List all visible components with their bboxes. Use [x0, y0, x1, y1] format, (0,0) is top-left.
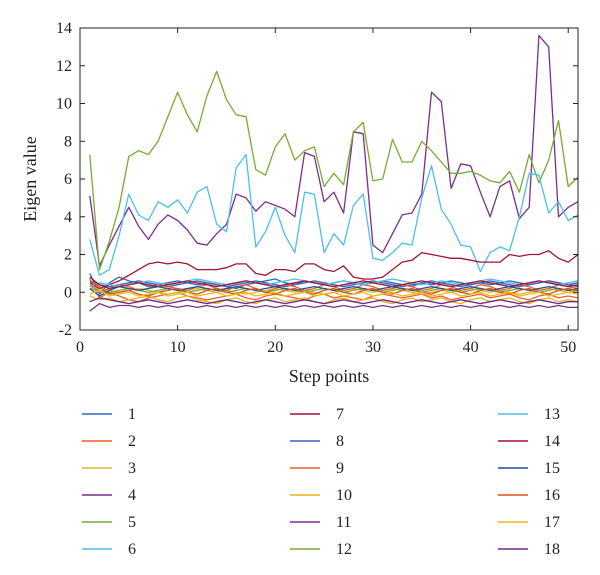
legend-label-12: 12 [336, 541, 352, 558]
series-line-5 [89, 70, 578, 271]
x-tick-label: 20 [267, 339, 283, 356]
series-line-11 [89, 302, 578, 312]
legend-label-1: 1 [128, 406, 136, 423]
y-tick-label: -2 [59, 322, 72, 339]
x-axis-label: Step points [289, 366, 370, 386]
series-line-7 [89, 250, 578, 290]
y-tick-label: 14 [56, 20, 72, 37]
legend-label-8: 8 [336, 433, 344, 450]
y-tick-label: 12 [56, 58, 72, 75]
legend-label-4: 4 [128, 487, 136, 504]
series-line-4 [89, 34, 578, 267]
series-line-8 [89, 280, 578, 288]
legend-label-13: 13 [544, 406, 560, 423]
x-tick-label: 10 [170, 339, 186, 356]
y-axis-label: Eigen value [20, 136, 40, 221]
legend-label-17: 17 [544, 514, 560, 531]
legend-label-5: 5 [128, 514, 136, 531]
series-line-14 [89, 276, 578, 290]
legend-label-14: 14 [544, 433, 560, 450]
series-line-16 [89, 280, 578, 297]
series-line-17 [89, 289, 578, 297]
legend-label-3: 3 [128, 460, 136, 477]
legend-label-16: 16 [544, 487, 560, 504]
series-line-18 [89, 297, 578, 305]
legend-label-7: 7 [336, 406, 344, 423]
y-tick-label: 10 [56, 96, 72, 113]
x-tick-label: 0 [76, 339, 84, 356]
legend-label-6: 6 [128, 541, 136, 558]
y-tick-label: 2 [64, 247, 72, 264]
legend-label-18: 18 [544, 541, 560, 558]
x-tick-label: 30 [365, 339, 381, 356]
legend-label-10: 10 [336, 487, 352, 504]
series-layer [89, 34, 578, 312]
y-tick-label: 8 [64, 133, 72, 150]
legend-label-11: 11 [336, 514, 351, 531]
legend-label-9: 9 [336, 460, 344, 477]
y-tick-label: 0 [64, 284, 72, 301]
x-tick-label: 50 [560, 339, 576, 356]
y-tick-label: 4 [64, 209, 72, 226]
y-tick-label: 6 [64, 171, 72, 188]
legend-label-15: 15 [544, 460, 560, 477]
legend-label-2: 2 [128, 433, 136, 450]
x-tick-label: 40 [463, 339, 479, 356]
series-line-6 [89, 153, 578, 276]
